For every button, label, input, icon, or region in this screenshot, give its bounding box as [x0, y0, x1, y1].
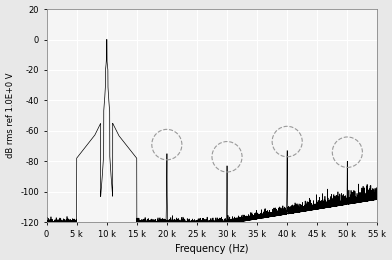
- Y-axis label: dB rms ref 1.0E+0 V: dB rms ref 1.0E+0 V: [5, 73, 15, 158]
- X-axis label: Frequency (Hz): Frequency (Hz): [175, 244, 249, 255]
